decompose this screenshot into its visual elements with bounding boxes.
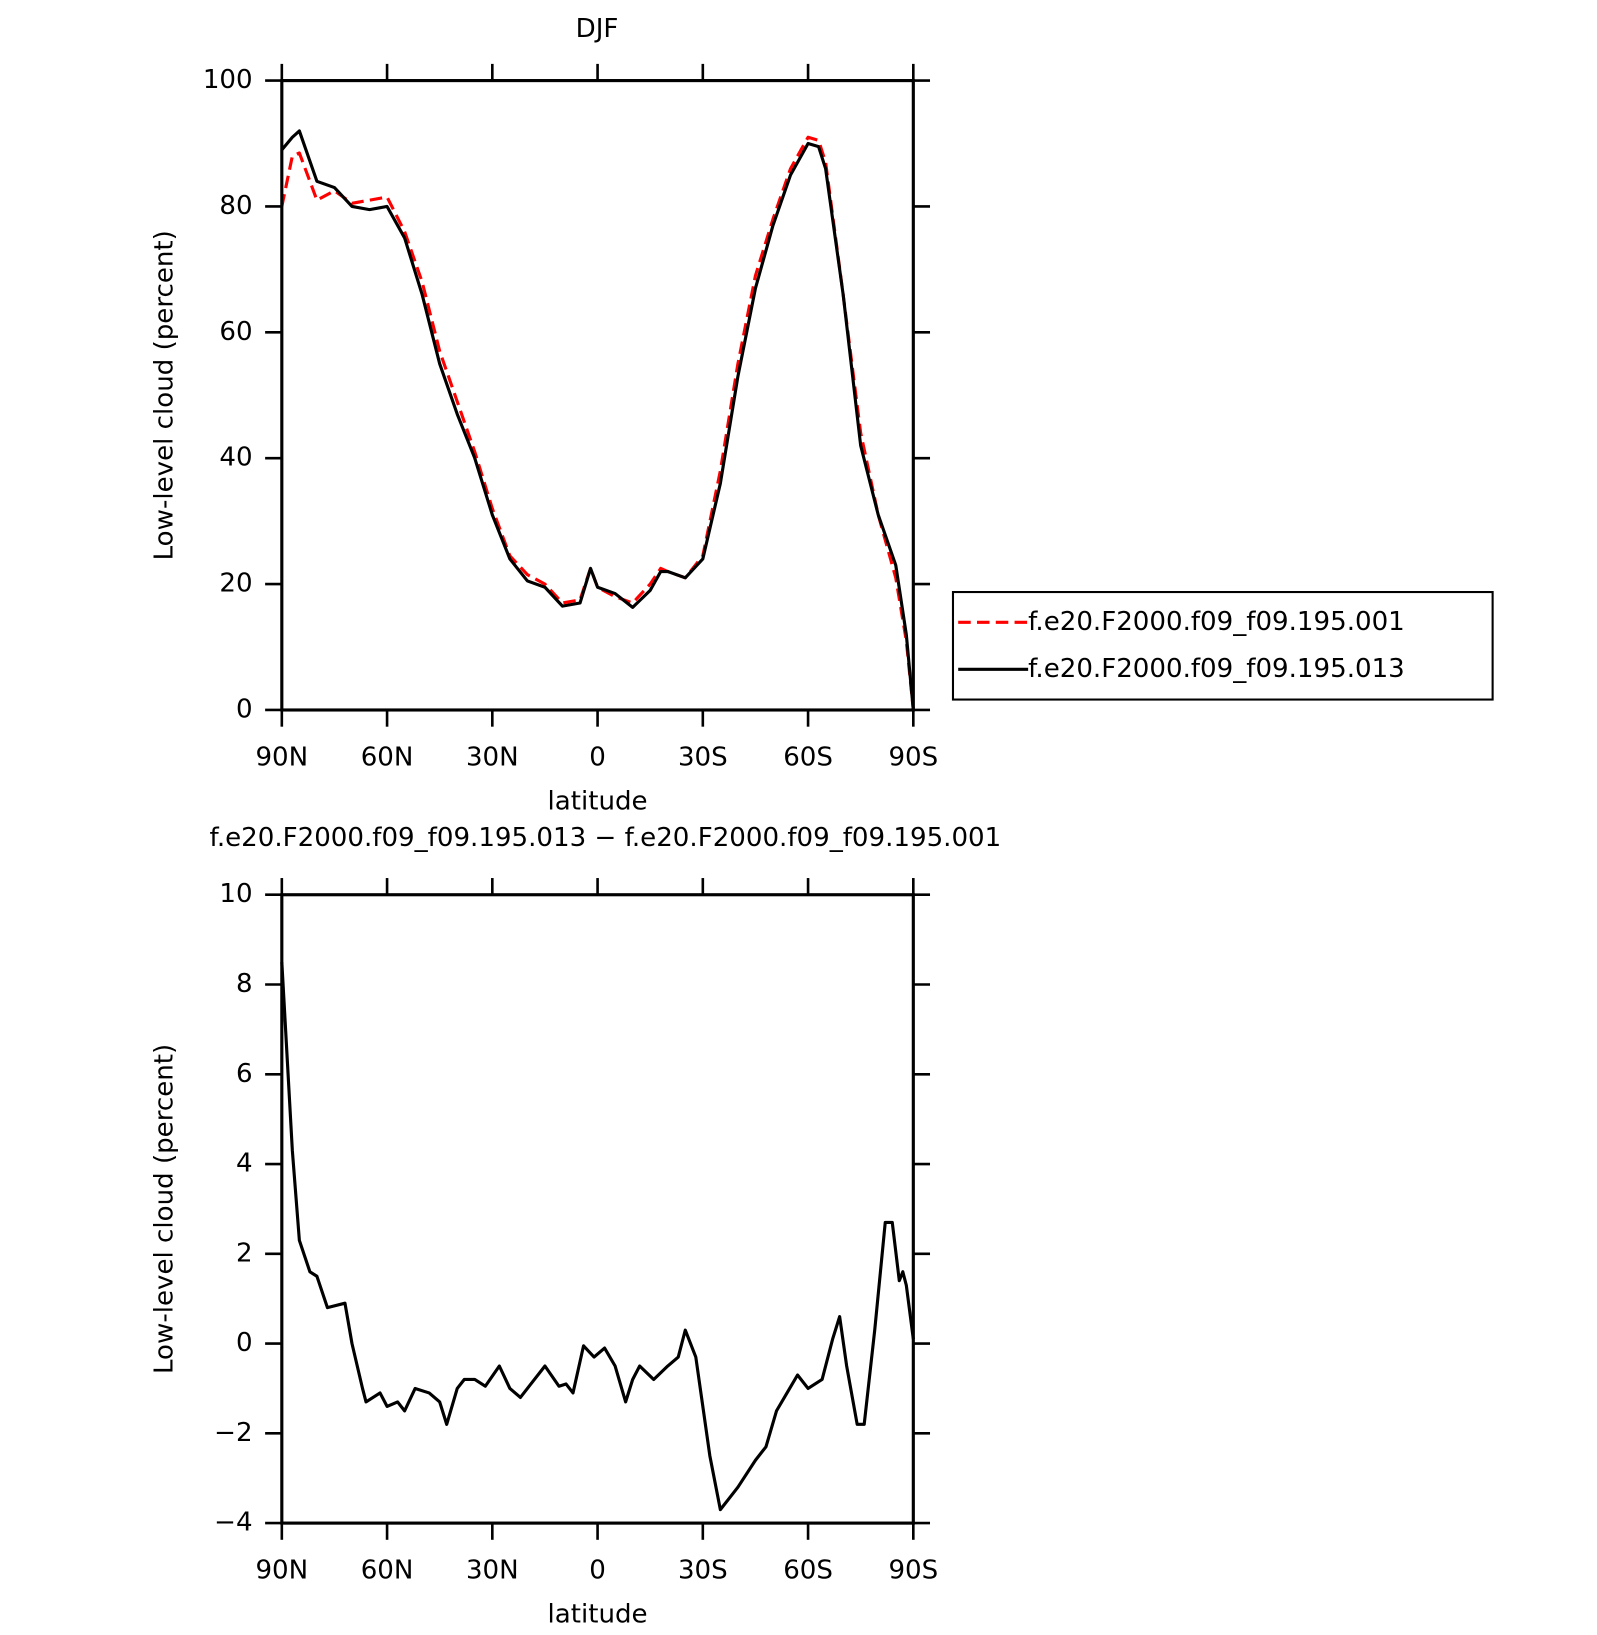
x-axis-label: latitude <box>548 1599 648 1629</box>
y-axis-label: Low-level cloud (percent) <box>149 1044 179 1374</box>
y-tick-label: 20 <box>219 569 252 599</box>
y-axis-label: Low-level cloud (percent) <box>149 230 179 560</box>
plot-frame <box>280 79 915 712</box>
y-tick-label: 60 <box>219 317 252 347</box>
y-tick-label: 6 <box>236 1059 253 1089</box>
x-tick-label: 60S <box>783 743 833 773</box>
y-tick-label: 10 <box>219 879 252 909</box>
y-tick-label: 100 <box>203 65 253 95</box>
x-tick-label: 30N <box>466 1556 519 1586</box>
chart-title: DJF <box>576 14 619 44</box>
legend-label: f.e20.F2000.f09_f09.195.013 <box>1028 654 1405 684</box>
y-tick-label: 80 <box>219 191 252 221</box>
y-tick-label: −2 <box>214 1418 252 1448</box>
x-tick-label: 0 <box>589 1556 606 1586</box>
x-tick-label: 60N <box>361 1556 414 1586</box>
y-tick-label: 4 <box>236 1149 253 1179</box>
x-tick-label: 60N <box>361 743 414 773</box>
y-tick-label: 2 <box>236 1238 253 1268</box>
x-tick-label: 90N <box>255 743 308 773</box>
x-tick-label: 0 <box>589 743 606 773</box>
y-tick-label: 0 <box>236 1328 253 1358</box>
y-tick-label: 8 <box>236 969 253 999</box>
x-tick-label: 30N <box>466 743 519 773</box>
x-axis-label: latitude <box>548 786 648 816</box>
x-tick-label: 90S <box>888 743 938 773</box>
x-tick-label: 90S <box>888 1556 938 1586</box>
y-tick-label: −4 <box>214 1508 252 1538</box>
data-line <box>280 129 915 711</box>
y-tick-label: 40 <box>219 443 252 473</box>
y-tick-label: 0 <box>236 694 253 724</box>
data-line <box>280 961 915 1512</box>
x-tick-label: 30S <box>678 743 728 773</box>
data-line <box>280 135 915 711</box>
x-tick-label: 60S <box>783 1556 833 1586</box>
plot-frame <box>280 893 915 1525</box>
x-tick-label: 90N <box>255 1556 308 1586</box>
x-tick-label: 30S <box>678 1556 728 1586</box>
legend-label: f.e20.F2000.f09_f09.195.001 <box>1028 607 1405 637</box>
legend-box <box>951 590 1494 701</box>
chart-title: f.e20.F2000.f09_f09.195.013 − f.e20.F200… <box>210 823 1002 853</box>
